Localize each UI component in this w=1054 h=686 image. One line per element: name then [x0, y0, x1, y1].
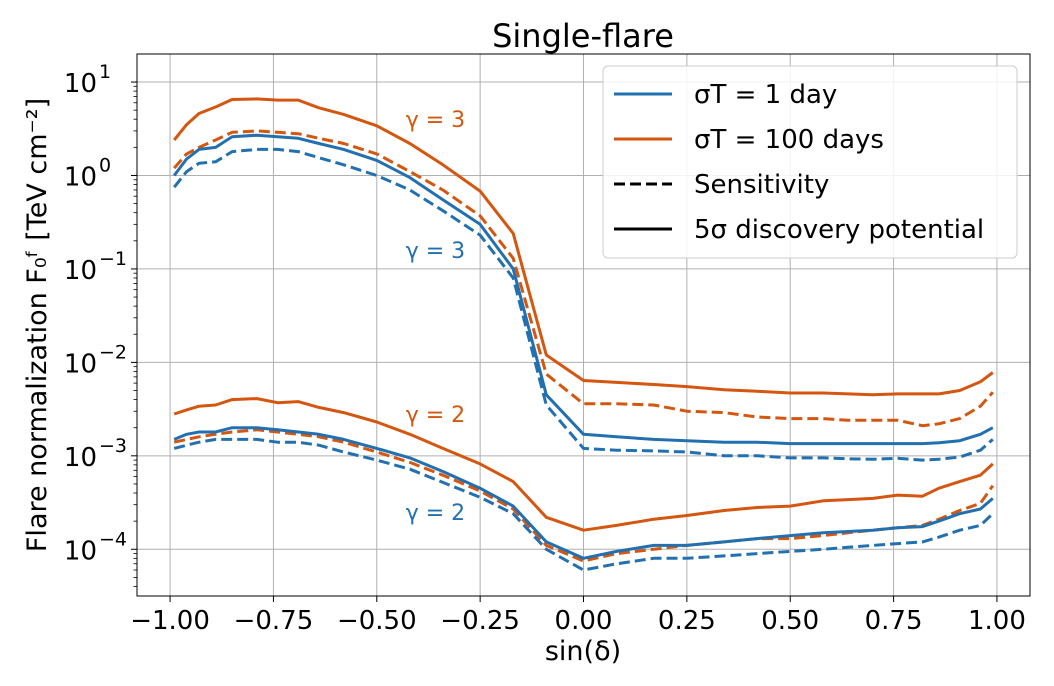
legend-label: Sensitivity — [694, 170, 829, 200]
legend-label: 5σ discovery potential — [694, 215, 984, 245]
y-tick-label: 10 — [64, 162, 97, 192]
legend-box — [602, 65, 1018, 259]
series-line-1 — [173, 97, 994, 397]
x-tick-label: −1.00 — [130, 606, 210, 636]
y-tick-label: 10 — [64, 349, 97, 379]
y-tick-label: 10 — [64, 256, 97, 286]
x-tick-label: 1.00 — [968, 606, 1026, 636]
ticks: −1.00 −0.75 −0.50 −0.25 0.00 0.25 0.50 0.75 1.00… — [64, 61, 1026, 636]
x-tick-label: 0.50 — [761, 606, 819, 636]
series-line-2 — [173, 129, 994, 428]
y-tick-label: 10 — [64, 536, 97, 566]
gamma-annotation: γ = 2 — [406, 403, 465, 428]
x-tick-label: −0.25 — [440, 606, 520, 636]
gamma-annotation: γ = 3 — [406, 239, 465, 264]
legend: σT = 1 day σT = 100 days Sensitivity 5σ dis… — [602, 65, 1018, 259]
x-tick-label: 0.25 — [658, 606, 716, 636]
x-tick-label: 0.00 — [555, 606, 613, 636]
y-tick-label: 10 — [64, 443, 97, 473]
x-tick-label: 0.75 — [865, 606, 923, 636]
x-tick-label: −0.50 — [337, 606, 417, 636]
series-line-8 — [173, 437, 994, 572]
y-tick-exponent: −2 — [99, 341, 127, 363]
series-line-7 — [173, 426, 994, 560]
y-tick-exponent: −4 — [99, 528, 127, 550]
y-axis-label: Flare normalization F₀ᶠ [TeV cm⁻²] — [22, 98, 53, 552]
y-tick-exponent: −1 — [99, 248, 127, 270]
legend-label: σT = 100 days — [694, 125, 884, 155]
chart-title: Single-flare — [492, 17, 674, 55]
annotations: γ = 3 γ = 3 γ = 2 γ = 2 — [406, 108, 465, 526]
gamma-annotation: γ = 2 — [406, 501, 465, 526]
x-axis-label: sin(δ) — [545, 636, 621, 667]
series-group — [173, 97, 995, 572]
y-tick-exponent: 1 — [99, 61, 111, 83]
series-line-4 — [173, 147, 994, 462]
series-line-5 — [173, 397, 994, 532]
legend-label: σT = 1 day — [694, 80, 837, 110]
series-line-3 — [173, 133, 994, 446]
y-tick-exponent: −3 — [99, 435, 127, 457]
y-tick-label: 10 — [64, 69, 97, 99]
gamma-annotation: γ = 3 — [406, 108, 465, 133]
x-tick-label: −0.75 — [234, 606, 314, 636]
y-tick-exponent: 0 — [99, 154, 111, 176]
